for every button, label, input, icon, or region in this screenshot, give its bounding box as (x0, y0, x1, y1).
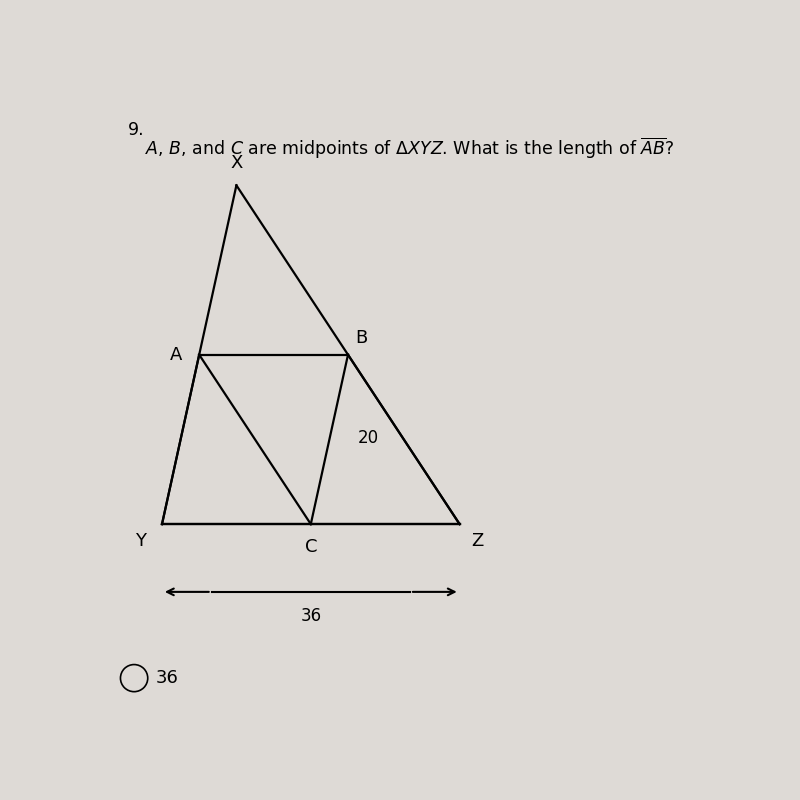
Text: 20: 20 (358, 429, 378, 447)
Text: Z: Z (470, 531, 483, 550)
Text: 36: 36 (156, 669, 178, 687)
Text: B: B (355, 330, 368, 347)
Text: A: A (170, 346, 182, 364)
Text: $\it{A}$, $\it{B}$, and $\it{C}$ are midpoints of $\Delta$$\it{XYZ}$. What is th: $\it{A}$, $\it{B}$, and $\it{C}$ are mid… (145, 136, 674, 162)
Text: 36: 36 (300, 607, 322, 626)
Text: Y: Y (135, 531, 146, 550)
Text: C: C (305, 538, 317, 556)
Text: X: X (230, 154, 242, 172)
Text: 9.: 9. (128, 121, 145, 138)
